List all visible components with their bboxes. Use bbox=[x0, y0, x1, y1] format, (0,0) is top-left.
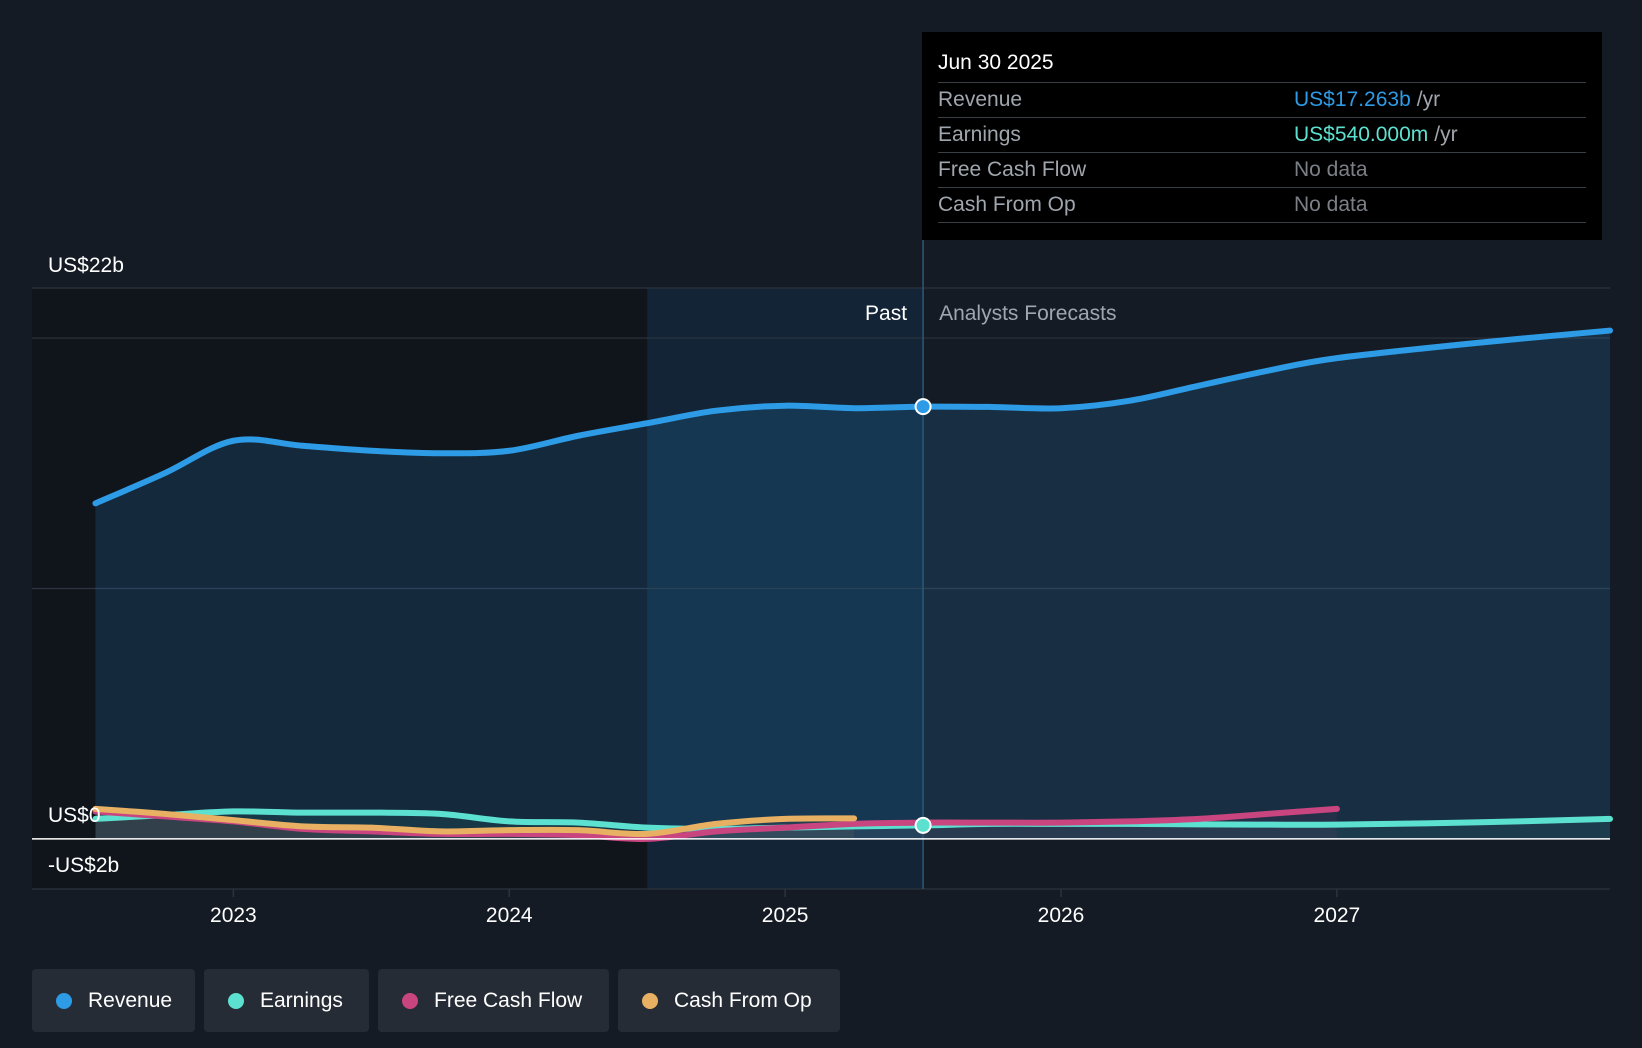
legend-dot bbox=[228, 992, 244, 1009]
legend-item-cash-from-op[interactable]: Cash From Op bbox=[618, 969, 840, 1032]
tooltip-row-earnings: Earnings US$540.000m/yr bbox=[938, 118, 1586, 153]
x-tick-label: 2023 bbox=[210, 904, 257, 927]
tooltip-value: US$540.000m bbox=[1294, 123, 1429, 146]
revenue-marker bbox=[914, 398, 932, 416]
legend-dot bbox=[402, 992, 418, 1009]
tooltip-value: No data bbox=[1294, 193, 1368, 216]
tooltip-row-free-cash-flow: Free Cash Flow No data bbox=[938, 153, 1586, 188]
tooltip: Jun 30 2025 Revenue US$17.263b/yr Earnin… bbox=[922, 32, 1602, 240]
region-label-forecast: Analysts Forecasts bbox=[939, 302, 1116, 325]
legend-label: Earnings bbox=[260, 988, 343, 1012]
earnings-marker bbox=[914, 816, 932, 834]
x-tick-label: 2027 bbox=[1314, 904, 1361, 927]
x-tick-label: 2026 bbox=[1038, 904, 1085, 927]
region-label-past: Past bbox=[865, 302, 907, 325]
tooltip-value: No data bbox=[1294, 158, 1368, 181]
tooltip-date: Jun 30 2025 bbox=[938, 46, 1586, 83]
legend-label: Cash From Op bbox=[674, 988, 812, 1012]
tooltip-label: Revenue bbox=[938, 88, 1023, 111]
cash-from-op-line bbox=[92, 805, 858, 838]
y-label-top: US$22b bbox=[48, 254, 124, 277]
tooltip-label: Earnings bbox=[938, 123, 1021, 146]
revenue-area bbox=[95, 330, 1610, 839]
tooltip-value: US$17.263b bbox=[1294, 88, 1411, 111]
revenue-line bbox=[92, 327, 1613, 507]
grid bbox=[32, 287, 1610, 890]
cash-from-op-area bbox=[95, 808, 855, 839]
tooltip-label: Cash From Op bbox=[938, 193, 1076, 216]
legend-label: Revenue bbox=[88, 988, 173, 1012]
tooltip-label: Free Cash Flow bbox=[938, 158, 1087, 181]
legend-label: Free Cash Flow bbox=[434, 988, 583, 1012]
free-cash-flow-area bbox=[95, 808, 1337, 839]
tooltip-unit: /yr bbox=[1416, 88, 1441, 111]
legend-dot bbox=[56, 992, 72, 1009]
tooltip-unit: /yr bbox=[1434, 123, 1458, 146]
tooltip-row-cash-from-op: Cash From Op No data bbox=[938, 188, 1586, 223]
y-label-zero: US$0 bbox=[48, 804, 101, 827]
x-tick-label: 2024 bbox=[486, 904, 533, 927]
x-tick-label: 2025 bbox=[762, 904, 809, 927]
legend-item-free-cash-flow[interactable]: Free Cash Flow bbox=[378, 969, 609, 1032]
legend-item-revenue[interactable]: Revenue bbox=[32, 969, 195, 1032]
legend-item-earnings[interactable]: Earnings bbox=[204, 969, 369, 1032]
y-label-bottom: -US$2b bbox=[48, 854, 119, 877]
tooltip-row-revenue: Revenue US$17.263b/yr bbox=[938, 83, 1586, 118]
legend-dot bbox=[642, 992, 658, 1009]
